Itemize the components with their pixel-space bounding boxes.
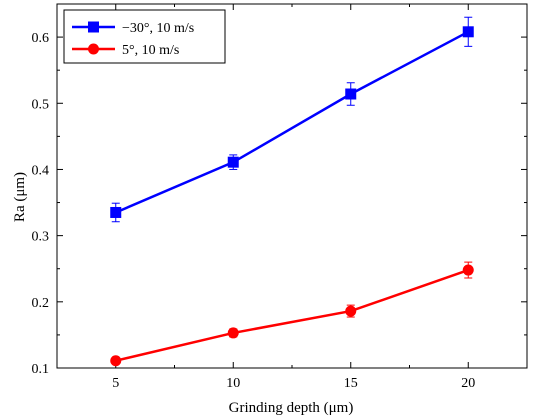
y-tick-label: 0.1 <box>32 362 50 377</box>
data-point <box>462 26 474 38</box>
data-point <box>345 88 357 100</box>
legend-marker-0 <box>88 21 99 33</box>
y-tick-label: 0.6 <box>32 31 50 46</box>
legend-label-1: 5°, 10 m/s <box>122 43 179 58</box>
data-point <box>345 305 357 317</box>
series-line-0 <box>115 30 469 214</box>
x-tick-label: 15 <box>344 376 358 391</box>
x-tick-label: 10 <box>226 376 240 391</box>
y-tick-label: 0.4 <box>32 163 50 178</box>
x-tick-label: 5 <box>112 376 119 391</box>
x-tick-label: 20 <box>461 376 475 391</box>
y-axis-label: Ra (μm) <box>12 172 28 222</box>
data-point <box>110 206 122 218</box>
data-point <box>227 327 239 339</box>
y-tick-label: 0.3 <box>32 230 50 245</box>
data-point <box>227 156 239 168</box>
y-tick-label: 0.5 <box>32 97 50 112</box>
data-point <box>110 355 122 367</box>
data-point <box>462 264 474 276</box>
legend-marker-1 <box>88 43 99 55</box>
x-axis-label: Grinding depth (μm) <box>229 400 354 416</box>
legend: −30°, 10 m/s 5°, 10 m/s <box>63 9 226 64</box>
legend-box <box>63 9 226 64</box>
plot-area: 5 10 15 20 0.1 0.2 0.3 0.4 0.5 0.6 <box>32 3 528 391</box>
legend-label-0: −30°, 10 m/s <box>122 21 194 36</box>
series-line-1 <box>115 268 469 362</box>
y-tick-label: 0.2 <box>32 296 50 311</box>
